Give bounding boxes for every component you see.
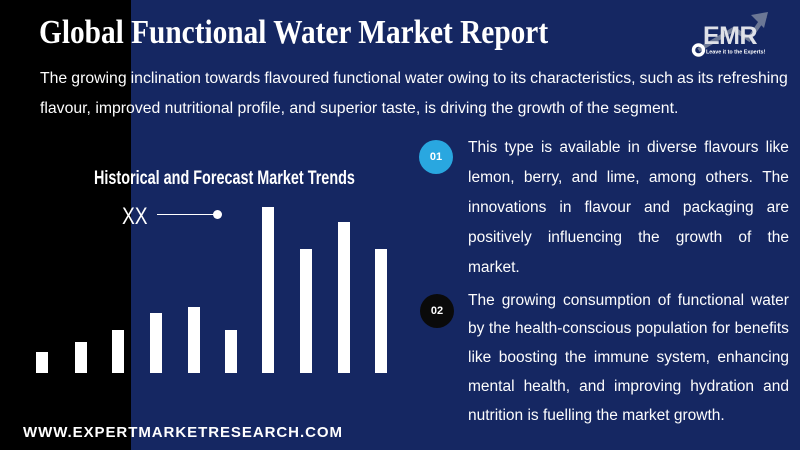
svg-text:Leave it to the Experts!: Leave it to the Experts! [706, 50, 766, 56]
svg-text:EMR: EMR [703, 22, 758, 50]
